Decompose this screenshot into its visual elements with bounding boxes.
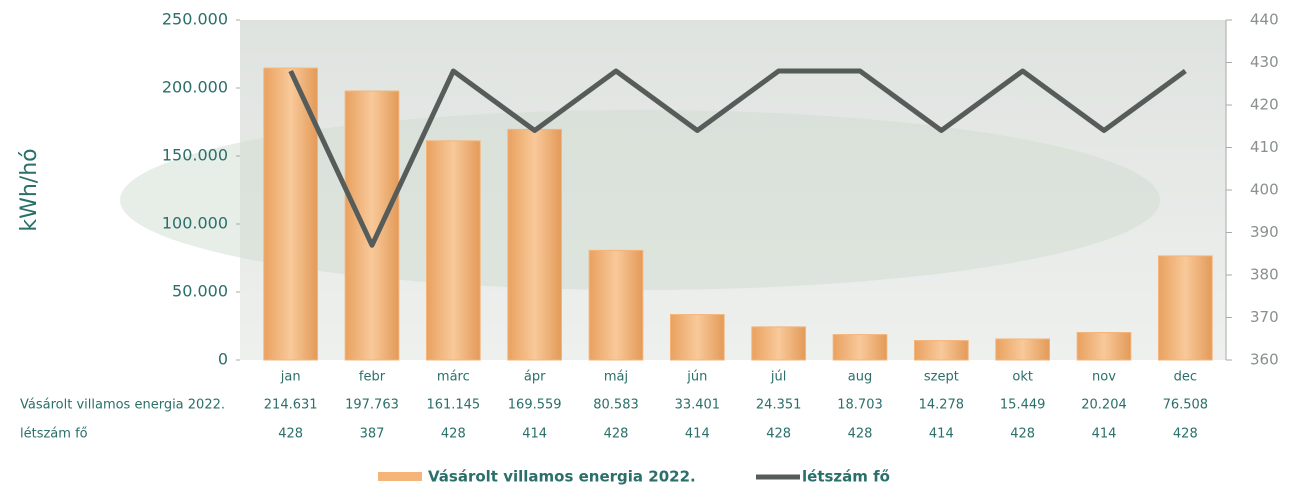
table-cell: 80.583 [593,398,639,413]
table-cell: 14.278 [919,398,965,413]
table-cell: 18.703 [837,398,883,413]
y2-tick-label: 410 [1250,138,1279,156]
bar [669,314,725,361]
bar [913,340,969,361]
table-cell: 33.401 [675,398,721,413]
table-cell: 197.763 [345,398,399,413]
bar [995,338,1051,361]
y2-tick-label: 430 [1250,53,1279,71]
table-cell: 76.508 [1163,398,1209,413]
y-tick-label: 50.000 [172,282,228,301]
x-tick-label: okt [1012,370,1033,385]
bar [263,67,319,361]
x-tick-label: márc [437,370,470,385]
line [288,68,1187,248]
x-tick-label: dec [1174,370,1197,385]
table-cell: 214.631 [264,398,318,413]
table-cell: 15.449 [1000,398,1046,413]
bar [588,249,644,361]
table-cell: 20.204 [1081,398,1127,413]
y-tick-label: 100.000 [162,214,228,233]
x-tick-label: júl [770,370,786,385]
bar [832,334,888,361]
y2-tick-label: 400 [1250,181,1279,199]
bar [1157,255,1213,361]
bar [425,140,481,361]
y2-tick-label: 420 [1250,96,1279,114]
legend-swatch [378,472,422,481]
y-axis-label: kWh/hó [17,148,42,231]
x-tick-label: máj [604,370,628,385]
table-cell: 414 [1092,427,1117,442]
table-row-label: Vásárolt villamos energia 2022. [20,398,225,413]
table-cell: 24.351 [756,398,802,413]
table-cell: 414 [929,427,954,442]
bar [344,90,400,361]
table-cell: 428 [1010,427,1035,442]
y-tick-label: 150.000 [162,146,228,165]
x-tick-label: aug [848,370,872,385]
x-tick-label: jan [280,370,301,385]
x-tick-label: nov [1092,370,1116,385]
table-cell: 428 [278,427,303,442]
table-cell: 414 [685,427,710,442]
table-cell: 428 [604,427,629,442]
y-tick-label: 200.000 [162,78,228,97]
x-tick-label: szept [924,370,959,385]
table-cell: 161.145 [426,398,480,413]
bar [751,326,807,361]
bar [507,128,563,361]
table-row-label: létszám fő [20,427,88,442]
table-cell: 428 [766,427,791,442]
table-cell: 428 [1173,427,1198,442]
table-cell: 428 [848,427,873,442]
table-cell: 387 [360,427,385,442]
y-tick-label: 0 [218,350,228,369]
legend-label: Vásárolt villamos energia 2022. [428,468,696,486]
table-cell: 428 [441,427,466,442]
y2-tick-label: 360 [1250,351,1279,369]
x-tick-label: ápr [524,370,546,385]
y-tick-label: 250.000 [162,10,228,29]
table-cell: 169.559 [508,398,562,413]
bar [1076,332,1132,361]
x-tick-label: febr [359,370,386,385]
table-cell: 414 [522,427,547,442]
y2-tick-label: 380 [1250,266,1279,284]
legend-label: létszám fő [802,468,890,486]
y2-tick-label: 370 [1250,308,1279,326]
y2-tick-label: 390 [1250,223,1279,241]
y2-tick-label: 440 [1250,11,1279,29]
x-tick-label: jún [686,370,707,385]
